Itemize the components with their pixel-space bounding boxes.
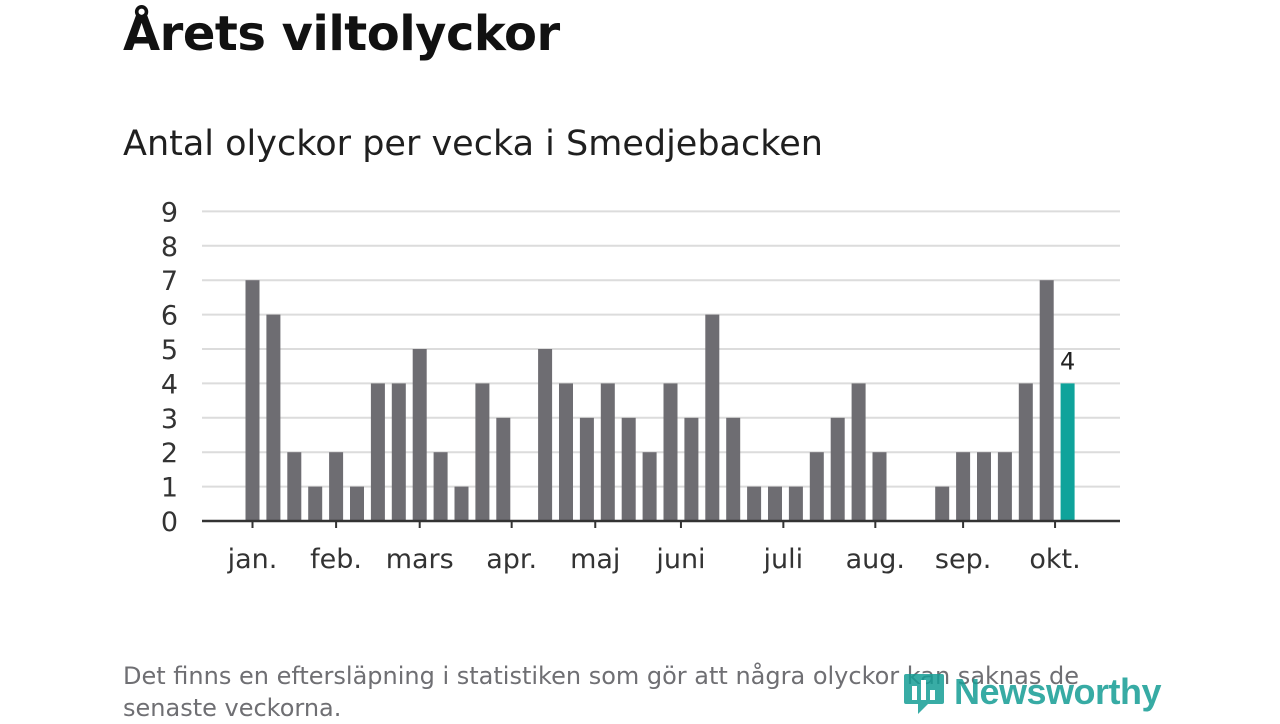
bar bbox=[391, 383, 406, 521]
bar bbox=[350, 486, 364, 521]
bar bbox=[1039, 280, 1054, 521]
y-tick-label: 8 bbox=[161, 232, 178, 263]
bar bbox=[768, 486, 782, 521]
x-tick-label: juli bbox=[763, 544, 804, 575]
bar bbox=[997, 452, 1012, 521]
bar bbox=[705, 314, 720, 521]
bar bbox=[809, 452, 824, 521]
bar bbox=[266, 314, 281, 521]
x-tick-label: juni bbox=[655, 544, 705, 575]
y-tick-label: 1 bbox=[161, 473, 178, 504]
data-label: 4 bbox=[1060, 347, 1075, 375]
bar bbox=[956, 452, 971, 521]
bar bbox=[454, 486, 469, 521]
y-tick-label: 2 bbox=[161, 438, 178, 469]
newsworthy-logo: Newsworthy bbox=[902, 668, 1162, 716]
newsworthy-logo-icon bbox=[904, 674, 944, 714]
bar bbox=[747, 486, 762, 521]
bar bbox=[538, 349, 553, 521]
y-tick-label: 5 bbox=[161, 335, 178, 366]
x-tick-label: apr. bbox=[486, 544, 537, 575]
bar bbox=[726, 417, 741, 521]
x-tick-label: aug. bbox=[846, 544, 905, 575]
bar bbox=[287, 452, 302, 521]
x-tick-label: sep. bbox=[935, 544, 991, 575]
bar bbox=[412, 349, 427, 521]
x-tick-label: jan. bbox=[227, 544, 278, 575]
bar bbox=[433, 452, 448, 521]
bar bbox=[579, 417, 594, 521]
y-tick-label: 6 bbox=[161, 301, 178, 332]
bar bbox=[245, 280, 260, 521]
bar bbox=[684, 417, 699, 521]
bar bbox=[830, 417, 845, 521]
bar bbox=[935, 486, 950, 521]
chart-title: Årets viltolyckor bbox=[123, 6, 560, 62]
bar bbox=[872, 452, 887, 521]
bar bbox=[977, 452, 991, 521]
bar bbox=[788, 486, 803, 521]
y-tick-label: 7 bbox=[161, 266, 178, 297]
bar bbox=[308, 486, 323, 521]
bar bbox=[642, 452, 657, 521]
y-tick-label: 3 bbox=[161, 404, 178, 435]
bar bbox=[329, 452, 344, 521]
bar-highlight bbox=[1060, 383, 1075, 521]
y-tick-label: 0 bbox=[161, 507, 178, 538]
x-tick-label: mars bbox=[386, 544, 454, 575]
y-tick-label: 9 bbox=[161, 197, 178, 228]
y-tick-label: 4 bbox=[161, 369, 178, 400]
bar bbox=[475, 383, 490, 521]
bar bbox=[370, 383, 385, 521]
bar bbox=[1018, 383, 1033, 521]
bar bbox=[600, 383, 615, 521]
x-tick-label: maj bbox=[570, 544, 620, 575]
bar bbox=[559, 383, 573, 521]
newsworthy-logo-text: Newsworthy bbox=[954, 671, 1162, 712]
bar bbox=[663, 383, 678, 521]
chart-subtitle: Antal olyckor per vecka i Smedjebacken bbox=[123, 124, 823, 164]
bar bbox=[621, 417, 636, 521]
bar bbox=[851, 383, 866, 521]
x-tick-label: okt. bbox=[1029, 544, 1080, 575]
x-tick-label: feb. bbox=[310, 544, 362, 575]
bar bbox=[496, 417, 511, 521]
